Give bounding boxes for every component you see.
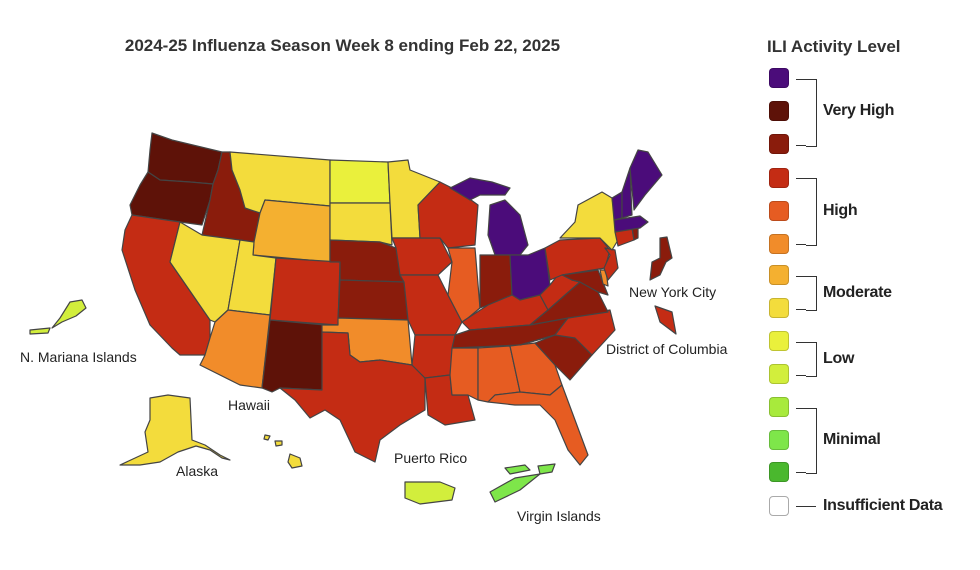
legend-swatch-9: [769, 201, 789, 221]
legend-swatch-11: [769, 134, 789, 154]
label-dc: District of Columbia: [606, 341, 728, 357]
bracket-tick: [796, 375, 806, 376]
state-MD[interactable]: [561, 269, 609, 296]
legend-label-low: Low: [823, 350, 855, 367]
us-ili-map: [29, 132, 677, 505]
bracket-tick: [796, 79, 806, 80]
territory-pr[interactable]: [404, 481, 456, 505]
state-NE[interactable]: [329, 239, 405, 283]
legend-label-minimal: Minimal: [823, 431, 881, 448]
state-WI[interactable]: [417, 181, 479, 249]
state-MI[interactable]: [449, 177, 529, 256]
state-IA[interactable]: [391, 237, 453, 276]
state-ME[interactable]: [629, 149, 663, 211]
bracket-tick: [796, 145, 806, 146]
state-AR[interactable]: [411, 334, 456, 379]
legend-swatch-6: [769, 298, 789, 318]
label-nyc: New York City: [629, 284, 717, 300]
bracket-high: [806, 178, 817, 246]
state-HI-2[interactable]: [263, 434, 271, 441]
legend-swatch-7: [769, 265, 789, 285]
territory-nmi-2[interactable]: [29, 327, 51, 335]
bracket-tick: [796, 408, 806, 409]
label-hawaii: Hawaii: [228, 397, 271, 413]
legend-swatch-10: [769, 168, 789, 188]
state-CO[interactable]: [269, 257, 341, 326]
legend-title: ILI Activity Level: [767, 37, 901, 56]
bracket-very-high: [806, 79, 817, 147]
legend-label-moderate: Moderate: [823, 284, 892, 301]
state-HI-3[interactable]: [274, 440, 283, 447]
bracket-minimal: [806, 408, 817, 474]
legend-swatch-8: [769, 234, 789, 254]
legend-swatch-5: [769, 331, 789, 351]
state-WY[interactable]: [252, 199, 331, 263]
state-NJ[interactable]: [603, 247, 619, 281]
bracket-tick: [796, 472, 806, 473]
state-HI[interactable]: [287, 453, 303, 469]
label-vi: Virgin Islands: [517, 508, 601, 524]
legend-label-insufficient: Insufficient Data: [823, 497, 943, 514]
state-NC[interactable]: [519, 309, 616, 356]
insufficient-dash: [796, 506, 816, 507]
state-ND[interactable]: [329, 159, 391, 204]
state-VT[interactable]: [611, 191, 623, 221]
region-dc[interactable]: [654, 305, 677, 335]
label-pr: Puerto Rico: [394, 450, 468, 466]
state-KS[interactable]: [337, 279, 409, 321]
bracket-tick: [796, 244, 806, 245]
legend-swatch-insufficient: [769, 496, 789, 516]
territory-vi-3[interactable]: [537, 463, 556, 475]
state-SD[interactable]: [329, 202, 393, 246]
state-WA[interactable]: [147, 132, 223, 185]
legend-swatch-3: [769, 397, 789, 417]
state-OR[interactable]: [129, 171, 214, 226]
label-nmi: N. Mariana Islands: [20, 349, 137, 365]
region-nyc[interactable]: [649, 236, 673, 281]
legend-swatch-2: [769, 430, 789, 450]
bracket-low: [806, 342, 817, 377]
legend-label-high: High: [823, 202, 858, 219]
state-NH[interactable]: [621, 167, 633, 219]
state-FL[interactable]: [487, 384, 589, 466]
legend-label-very-high: Very High: [823, 102, 895, 119]
bracket-tick: [796, 178, 806, 179]
legend-swatch-4: [769, 364, 789, 384]
state-TX[interactable]: [279, 331, 426, 463]
state-MS[interactable]: [449, 347, 479, 401]
bracket-tick: [796, 342, 806, 343]
bracket-moderate: [806, 276, 817, 311]
territory-vi-2[interactable]: [504, 464, 531, 475]
state-MA[interactable]: [613, 215, 649, 233]
legend-swatch-13: [769, 68, 789, 88]
state-AK[interactable]: [119, 394, 231, 466]
legend-swatch-12: [769, 101, 789, 121]
bracket-tick: [796, 276, 806, 277]
territory-nmi[interactable]: [51, 299, 87, 329]
bracket-tick: [796, 309, 806, 310]
legend-swatch-1: [769, 462, 789, 482]
state-NM[interactable]: [261, 319, 326, 393]
label-alaska: Alaska: [176, 463, 219, 479]
territory-vi[interactable]: [489, 473, 541, 503]
map-title: 2024-25 Influenza Season Week 8 ending F…: [124, 36, 561, 55]
